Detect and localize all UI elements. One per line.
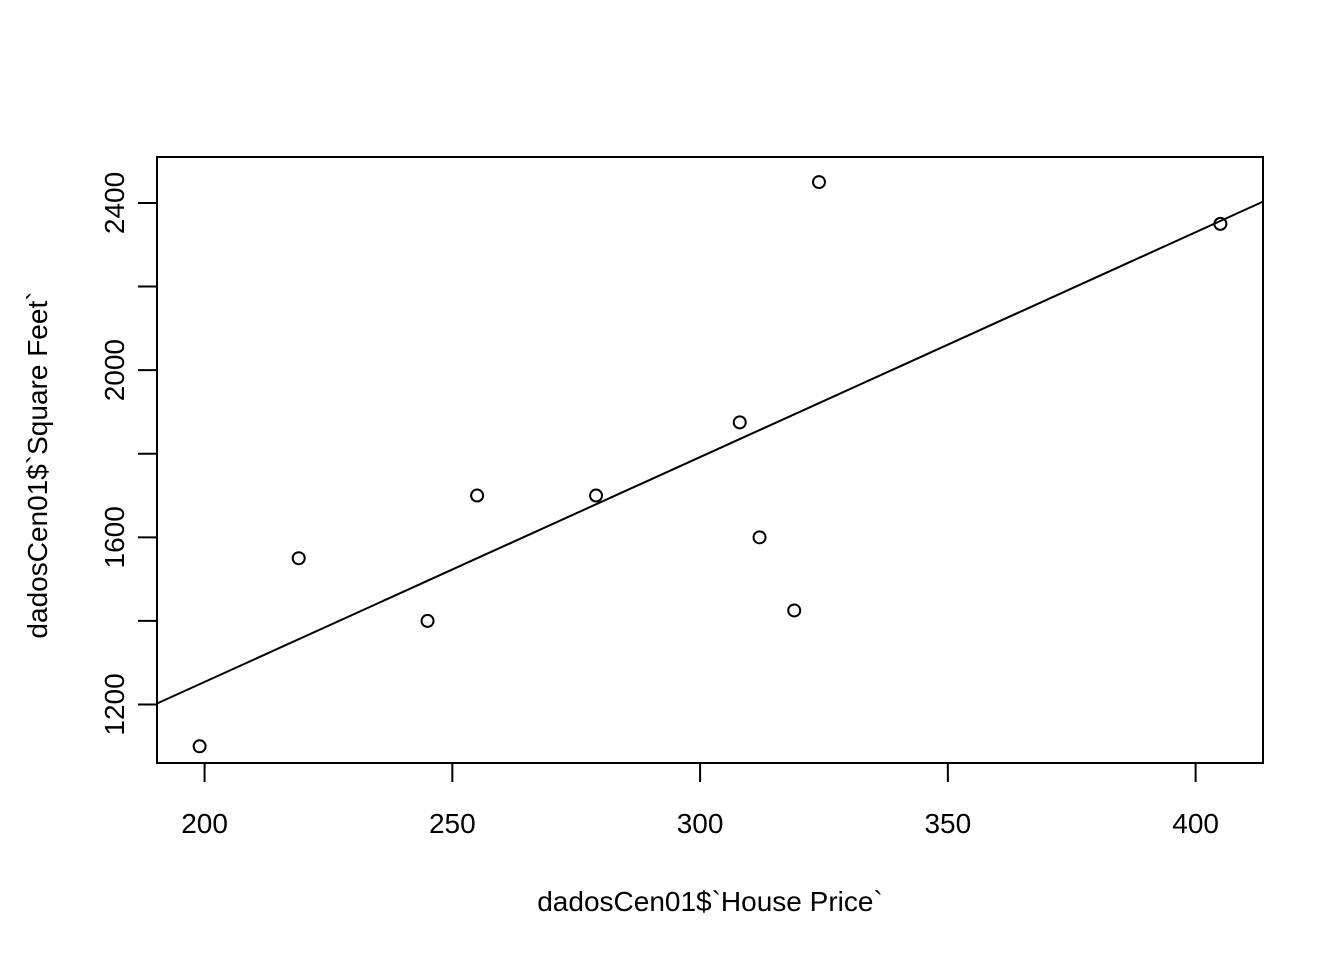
data-point <box>589 488 604 503</box>
plot-frame <box>156 156 1264 764</box>
y-tick-label: 1200 <box>99 673 130 735</box>
x-tick-label: 400 <box>1172 808 1219 839</box>
y-tick-label: 2400 <box>99 172 130 234</box>
data-point <box>470 488 485 503</box>
data-points <box>192 175 1228 754</box>
data-point <box>812 175 827 190</box>
regression-line <box>156 200 1264 705</box>
x-axis: 200 250 300 350 400 <box>181 762 1219 839</box>
x-tick-label: 350 <box>924 808 971 839</box>
y-tick-label: 2000 <box>99 339 130 401</box>
x-tick-label: 300 <box>677 808 724 839</box>
data-point <box>752 530 767 545</box>
x-axis-title: dadosCen01$`House Price` <box>537 886 883 917</box>
fit-line-group <box>156 200 1264 705</box>
y-axis: 1200 1600 2000 2400 <box>99 172 158 736</box>
data-point <box>420 613 435 628</box>
y-axis-title: dadosCen01$`Square Feet` <box>22 291 53 638</box>
y-tick-label: 1600 <box>99 506 130 568</box>
data-point <box>192 739 207 754</box>
x-tick-label: 200 <box>181 808 228 839</box>
data-point <box>732 415 747 430</box>
x-tick-label: 250 <box>429 808 476 839</box>
data-point <box>291 551 306 566</box>
data-point <box>1213 216 1228 231</box>
data-point <box>787 603 802 618</box>
